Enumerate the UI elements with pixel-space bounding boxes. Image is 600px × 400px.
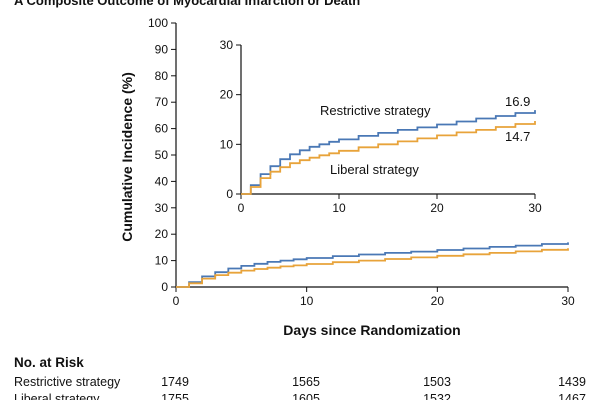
inset-series-restrictive [241, 110, 536, 195]
figure-title: A Composite Outcome of Myocardial Infarc… [14, 0, 360, 8]
risk-value: 1503 [423, 375, 451, 389]
main-y-tick-label: 40 [155, 174, 169, 188]
restrictive-strategy-label: Restrictive strategy [320, 103, 431, 118]
main-y-tick-label: 50 [155, 148, 169, 162]
main-series-liberal [176, 248, 569, 288]
inset-series-liberal [241, 121, 536, 195]
risk-table-heading: No. at Risk [14, 355, 84, 370]
risk-value: 1565 [292, 375, 320, 389]
liberal-strategy-label: Liberal strategy [330, 162, 419, 177]
inset-x-tick-label: 0 [238, 201, 245, 215]
inset-x-tick-label: 30 [528, 201, 542, 215]
main-x-tick-label: 0 [173, 294, 180, 308]
main-y-tick-label: 20 [155, 227, 169, 241]
risk-row-label-restrictive: Restrictive strategy [14, 375, 121, 389]
risk-table: No. at Risk Restrictive strategy 1749 15… [14, 355, 586, 400]
main-x-tick-label: 10 [300, 294, 314, 308]
inset-x-tick-label: 20 [430, 201, 444, 215]
main-y-tick-label: 70 [155, 95, 169, 109]
main-y-tick-label: 10 [155, 254, 169, 268]
risk-value: 1532 [423, 392, 451, 400]
main-y-tick-label: 80 [155, 69, 169, 83]
inset-axes [236, 44, 536, 199]
inset-y-tick-label: 20 [220, 88, 234, 102]
risk-value: 1439 [558, 375, 586, 389]
inset-x-tick-label: 10 [332, 201, 346, 215]
risk-value: 1749 [161, 375, 189, 389]
risk-value: 1467 [558, 392, 586, 400]
risk-row-label-liberal: Liberal strategy [14, 392, 100, 400]
main-y-tick-label: 60 [155, 122, 169, 136]
x-axis-label: Days since Randomization [283, 322, 460, 338]
liberal-end-value: 14.7 [505, 129, 530, 144]
main-y-tick-label: 30 [155, 201, 169, 215]
main-series-restrictive [176, 242, 569, 288]
main-y-tick-label: 0 [161, 280, 168, 294]
inset-y-tick-label: 10 [220, 137, 234, 151]
inset-tick-labels: 0 10 20 30 0 10 20 30 [220, 38, 542, 215]
main-y-tick-label: 100 [148, 16, 168, 30]
main-x-tick-label: 30 [561, 294, 575, 308]
main-series-lines [176, 242, 569, 288]
restrictive-end-value: 16.9 [505, 94, 530, 109]
inset-series-lines [241, 110, 536, 195]
main-axes [171, 22, 569, 292]
main-x-tick-label: 20 [431, 294, 445, 308]
inset-y-tick-label: 30 [220, 38, 234, 52]
y-axis-label: Cumulative Incidence (%) [119, 72, 135, 242]
main-y-tick-label: 90 [155, 42, 169, 56]
inset-y-tick-label: 0 [226, 187, 233, 201]
risk-value: 1605 [292, 392, 320, 400]
risk-value: 1755 [161, 392, 189, 400]
